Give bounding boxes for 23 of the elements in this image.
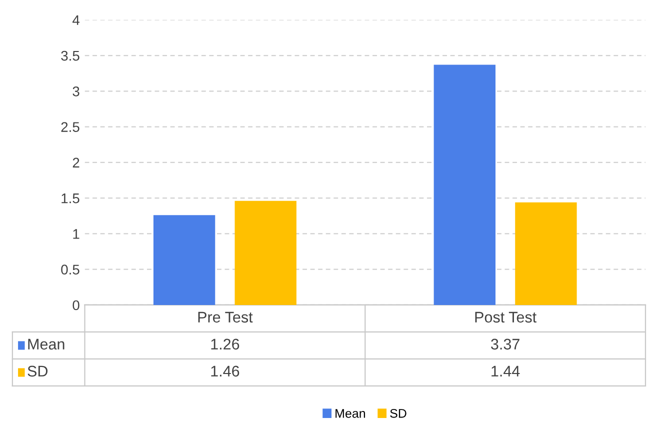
y-tick-label: 3: [72, 86, 80, 96]
y-tick-label: 3.5: [61, 50, 80, 61]
legend-label: Mean: [28, 338, 64, 350]
x-tick-label: Pre Test: [198, 312, 253, 323]
bar: [515, 202, 577, 305]
data-label: 1.26: [211, 338, 240, 350]
bar: [153, 215, 216, 305]
bar: [434, 64, 496, 305]
data-label: 3.37: [491, 338, 520, 350]
text: Mean: [336, 409, 366, 418]
y-tick-label: 0: [72, 300, 80, 310]
y-tick-label: 4: [72, 15, 80, 25]
data-label: 1.44: [492, 366, 520, 376]
y-tick-label: 1.5: [62, 194, 80, 204]
data-label: 1.46: [211, 366, 240, 377]
y-tick-label: 2: [72, 158, 80, 168]
y-tick-label: 2.5: [61, 122, 80, 132]
legend-label: SD: [390, 408, 406, 418]
y-tick-label: 0.5: [61, 264, 80, 275]
x-tick-label: Post Test: [475, 312, 536, 323]
bar: [234, 200, 296, 305]
y-tick-label: 1: [73, 229, 80, 239]
text: SD: [28, 366, 48, 377]
